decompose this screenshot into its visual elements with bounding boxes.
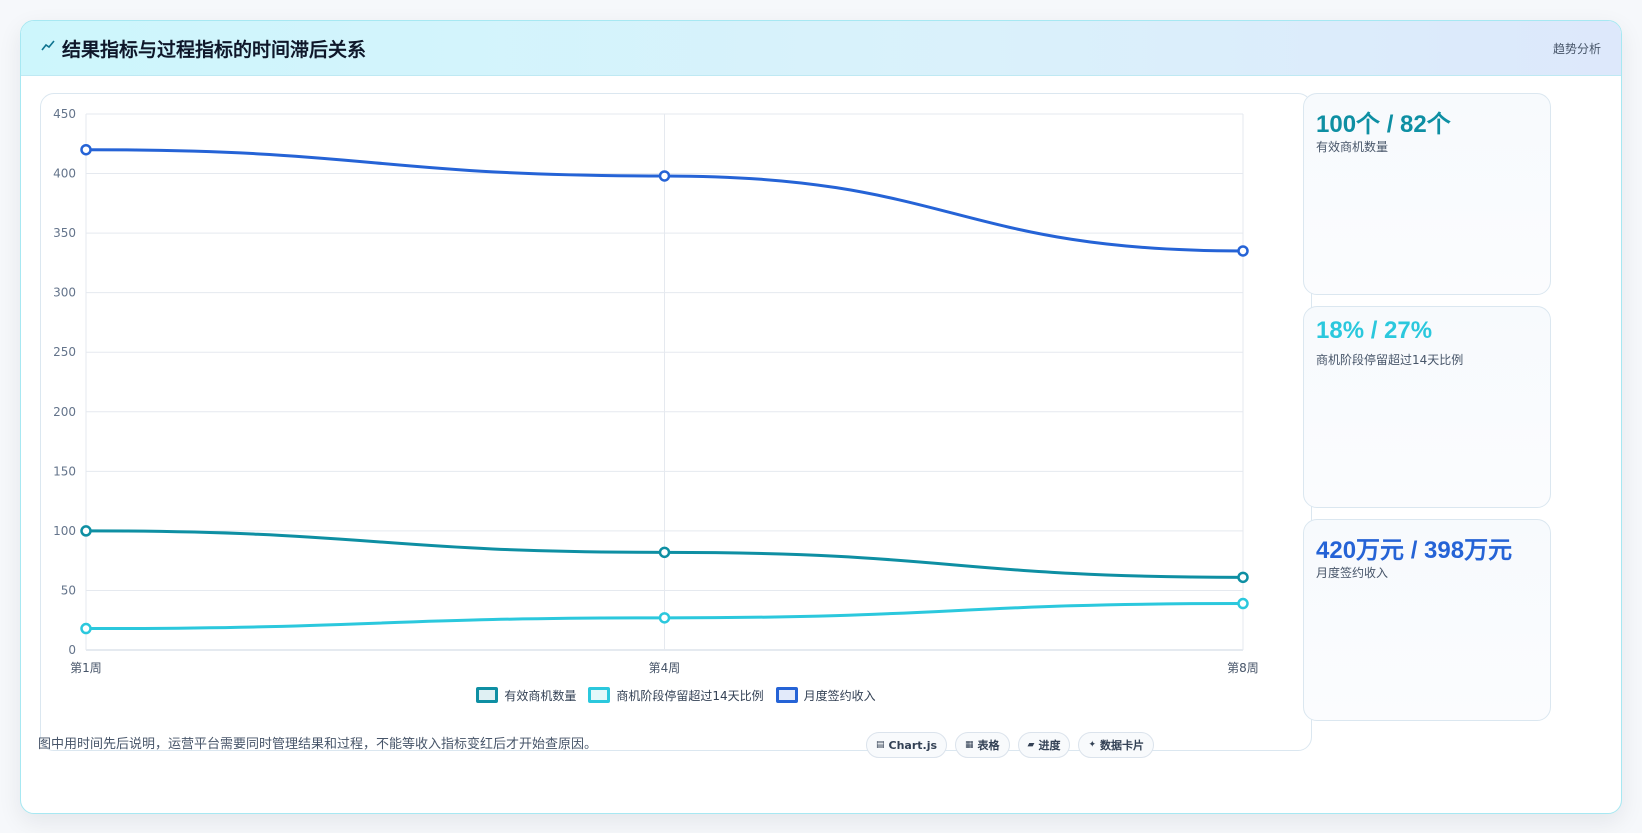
stat-card-opportunities: 100个 / 82个 有效商机数量: [1303, 93, 1551, 295]
legend-swatch: [476, 687, 499, 703]
footer-note: 图中用时间先后说明，运营平台需要同时管理结果和过程，不能等收入指标变红后才开始查…: [38, 737, 598, 752]
data-point: [1237, 245, 1249, 257]
stat-label: 有效商机数量: [1316, 140, 1389, 154]
y-tick-label: 350: [53, 226, 76, 240]
data-point: [1237, 571, 1249, 584]
data-point: [1237, 597, 1249, 610]
y-tick-label: 50: [61, 583, 76, 597]
page-title: 结果指标与过程指标的时间滞后关系: [62, 39, 367, 61]
pill-table[interactable]: ▦ 表格: [955, 732, 1010, 758]
table-icon: ▦: [965, 740, 974, 750]
data-point: [80, 622, 92, 635]
stat-value: 420万元 / 398万元: [1316, 537, 1513, 564]
pill-label: 数据卡片: [1100, 739, 1145, 752]
pill-label: 进度: [1038, 739, 1061, 752]
chart-panel: 0 50 100 150 200 250 300 350 400 450 第1周 第4周 第8周 有效商…: [40, 93, 1312, 751]
pill-label: Chart.js: [888, 738, 938, 752]
legend-label: 有效商机数量: [504, 688, 577, 703]
pill-data-card[interactable]: ✦ 数据卡片: [1078, 732, 1155, 758]
y-tick-label: 150: [53, 464, 76, 478]
legend-swatch: [588, 687, 611, 703]
pill-chartjs[interactable]: ▤ Chart.js: [866, 732, 948, 758]
legend-item[interactable]: 月度签约收入: [775, 685, 876, 705]
x-tick-label: 第8周: [1227, 661, 1259, 675]
legend-label: 月度签约收入: [803, 688, 876, 703]
stat-label: 月度签约收入: [1316, 566, 1389, 580]
data-point: [80, 525, 92, 537]
y-tick-label: 200: [53, 405, 76, 419]
trend-icon: [41, 40, 55, 51]
stat-label: 商机阶段停留超过14天比例: [1316, 353, 1464, 367]
y-tick-label: 450: [53, 107, 76, 121]
chart-legend: 有效商机数量 商机阶段停留超过14天比例 月度签约收入: [41, 685, 1311, 705]
stat-card-revenue: 420万元 / 398万元 月度签约收入: [1303, 519, 1551, 721]
y-tick-label: 400: [53, 167, 76, 181]
pill-progress[interactable]: ▰ 进度: [1017, 732, 1071, 758]
pill-label: 表格: [977, 739, 1000, 752]
card-icon: ✦: [1088, 740, 1097, 750]
data-point: [658, 170, 671, 182]
stat-card-stalled-ratio: 18% / 27% 商机阶段停留超过14天比例: [1303, 306, 1551, 508]
line-chart: 0 50 100 150 200 250 300 350 400 450 第1周 第4周 第8周: [53, 107, 1259, 675]
legend-item[interactable]: 商机阶段停留超过14天比例: [588, 685, 764, 705]
stat-value: 100个 / 82个: [1316, 111, 1451, 138]
legend-swatch: [775, 687, 798, 703]
data-point: [658, 546, 671, 559]
y-tick-label: 0: [68, 643, 76, 657]
x-tick-label: 第4周: [649, 661, 681, 675]
y-tick-label: 100: [53, 524, 76, 538]
progress-icon: ▰: [1027, 740, 1035, 750]
y-tick-label: 300: [53, 286, 76, 300]
chart-icon: ▤: [876, 740, 885, 750]
legend-label: 商机阶段停留超过14天比例: [616, 688, 764, 703]
feature-pills: ▤ Chart.js ▦ 表格 ▰ 进度 ✦ 数据卡片: [866, 732, 1155, 758]
y-tick-label: 250: [53, 345, 76, 359]
header-tag: 趋势分析: [1552, 42, 1601, 56]
data-point: [658, 612, 671, 624]
dashboard-card: 结果指标与过程指标的时间滞后关系 趋势分析 0 50 100 150 200 250 300…: [20, 20, 1622, 814]
card-header: 结果指标与过程指标的时间滞后关系 趋势分析: [21, 21, 1621, 76]
stat-value: 18% / 27%: [1316, 317, 1433, 344]
data-point: [80, 143, 92, 156]
legend-item[interactable]: 有效商机数量: [476, 685, 576, 705]
x-tick-label: 第1周: [70, 661, 102, 675]
